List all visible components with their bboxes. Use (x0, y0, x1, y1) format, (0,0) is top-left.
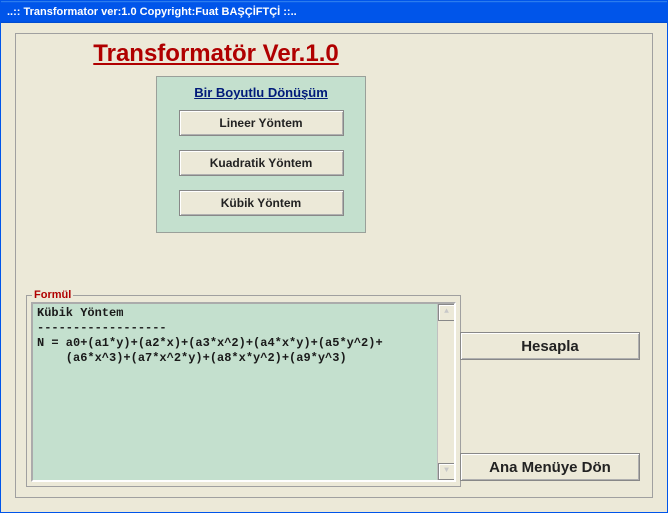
cubic-method-button[interactable]: Kübik Yöntem (179, 190, 344, 216)
window-title: ..:: Transformator ver:1.0 Copyright:Fua… (7, 6, 297, 18)
window-titlebar[interactable]: ..:: Transformator ver:1.0 Copyright:Fua… (1, 1, 667, 23)
back-to-main-button[interactable]: Ana Menüye Dön (460, 453, 640, 481)
app-title: Transformatör Ver.1.0 (26, 40, 366, 68)
scroll-up-icon[interactable]: ▲ (438, 304, 455, 321)
client-area: Transformatör Ver.1.0 Bir Boyutlu Dönüşü… (1, 23, 667, 512)
formula-frame: Kübik Yöntem ------------------ N = a0+(… (26, 295, 461, 487)
method-panel: Bir Boyutlu Dönüşüm Lineer Yöntem Kuadra… (156, 76, 366, 233)
formula-group: Formül Kübik Yöntem ------------------ N… (26, 295, 461, 487)
app-window: ..:: Transformator ver:1.0 Copyright:Fua… (0, 0, 668, 513)
formula-line: N = a0+(a1*y)+(a2*x)+(a3*x^2)+(a4*x*y)+(… (37, 336, 450, 351)
calculate-button[interactable]: Hesapla (460, 332, 640, 360)
method-panel-heading: Bir Boyutlu Dönüşüm (167, 85, 355, 100)
formula-line: ------------------ (37, 321, 450, 336)
formula-label: Formül (32, 289, 73, 301)
quadratic-method-button[interactable]: Kuadratik Yöntem (179, 150, 344, 176)
formula-line: (a6*x^3)+(a7*x^2*y)+(a8*x*y^2)+(a9*y^3) (37, 351, 450, 366)
formula-textbox[interactable]: Kübik Yöntem ------------------ N = a0+(… (31, 302, 456, 482)
linear-method-button[interactable]: Lineer Yöntem (179, 110, 344, 136)
scroll-down-icon[interactable]: ▼ (438, 463, 455, 480)
formula-line: Kübik Yöntem (37, 306, 450, 321)
formula-scrollbar[interactable]: ▲ ▼ (437, 304, 454, 480)
main-panel: Transformatör Ver.1.0 Bir Boyutlu Dönüşü… (15, 33, 653, 498)
